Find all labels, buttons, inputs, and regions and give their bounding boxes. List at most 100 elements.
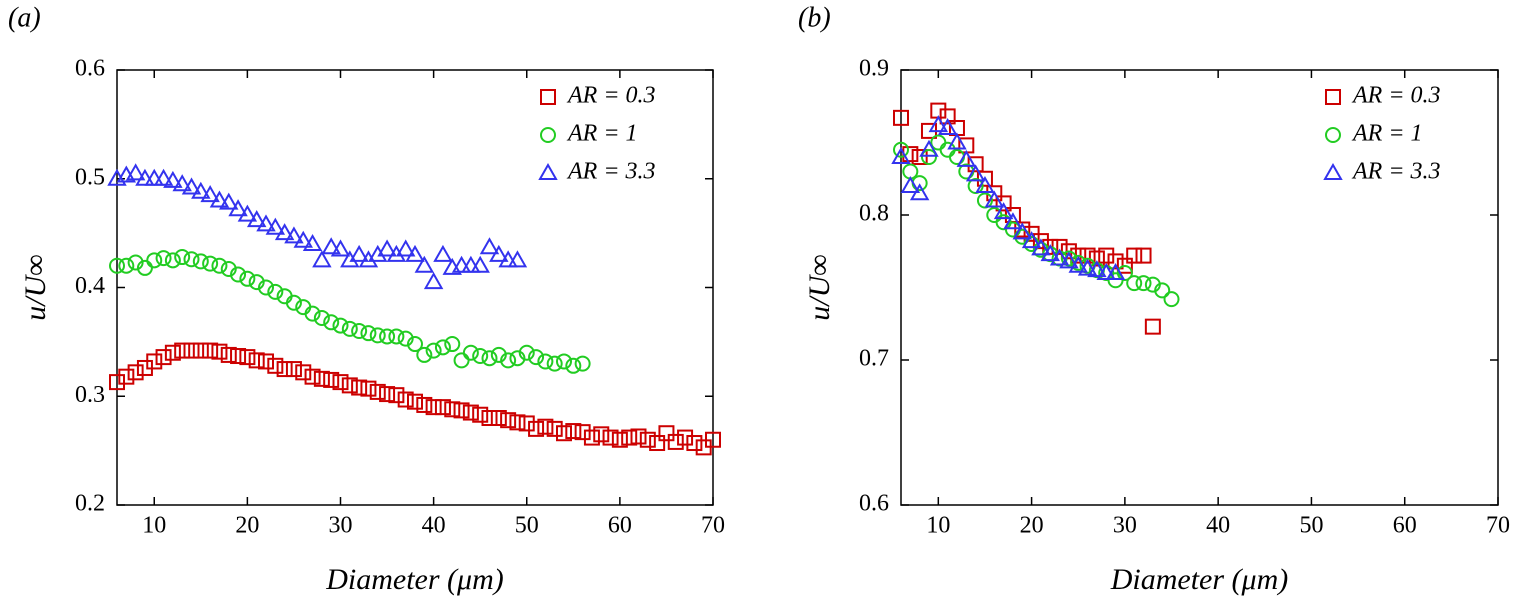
y-tick-label: 0.6 [859,491,889,517]
marker-square [192,342,209,359]
y-axis-label: u/U∞ [803,254,836,320]
marker-square [118,368,135,385]
marker-triangle [891,146,911,164]
marker-square [481,410,498,426]
marker-circle [930,134,947,151]
legend-label: AR = 0.3 [566,83,656,109]
panel-label: (a) [8,2,41,33]
marker-square [220,346,237,363]
marker-square [434,399,451,416]
marker-square [369,383,386,400]
marker-square [127,364,144,381]
x-tick-label: 20 [235,513,259,539]
x-tick-label: 50 [515,513,539,539]
x-tick-label: 70 [1486,513,1510,539]
marker-square [528,420,545,437]
marker-triangle [144,168,164,186]
marker-square [1325,89,1341,105]
marker-triangle [461,255,481,273]
marker-circle [146,252,163,269]
marker-triangle [386,244,407,262]
marker-square [285,361,302,378]
marker-square [109,374,125,391]
marker-triangle [975,175,995,193]
marker-circle [267,283,284,300]
marker-circle [1126,275,1143,292]
marker-square [639,431,656,448]
marker-circle [565,357,582,374]
marker-square [574,424,591,441]
marker-square [686,435,703,452]
marker-square [174,342,191,359]
marker-triangle [358,250,379,268]
marker-circle [397,330,414,347]
y-tick-label: 0.3 [75,382,105,408]
x-axis-label: Diameter (μm) [1110,563,1289,596]
marker-circle [183,251,200,268]
marker-square [239,349,256,366]
marker-triangle [489,244,509,262]
marker-circle [481,350,498,367]
marker-circle [407,336,423,353]
marker-circle [462,344,479,361]
marker-circle [490,346,507,363]
marker-square [1116,257,1133,274]
y-tick-label: 0.9 [859,56,889,82]
marker-triangle [479,237,500,255]
marker-circle [230,266,247,283]
marker-square [211,343,228,360]
marker-triangle [181,177,202,195]
x-tick-label: 10 [142,513,166,539]
marker-triangle [274,223,295,241]
marker-triangle [200,185,220,203]
marker-square [341,377,358,394]
marker-circle [369,327,386,344]
marker-circle [192,253,209,270]
marker-square [1107,253,1124,270]
marker-triangle [405,244,425,262]
marker-square [425,399,442,416]
x-tick-label: 40 [1206,513,1230,539]
marker-square [490,410,507,426]
marker-circle [948,149,965,165]
marker-triangle [1105,262,1126,280]
marker-triangle [414,255,435,273]
marker-triangle [1031,238,1051,256]
marker-square [611,431,628,448]
marker-circle [202,255,219,272]
marker-square [583,429,600,446]
marker-square [705,431,721,448]
marker-square [267,357,284,374]
marker-triangle [993,202,1014,220]
marker-square [360,380,377,397]
marker-circle [1135,275,1152,292]
x-tick-label: 40 [422,513,446,539]
plot-frame [900,69,1499,506]
y-tick-label: 0.6 [75,56,105,82]
marker-circle [388,328,405,345]
marker-circle [472,348,489,365]
marker-circle [1154,282,1171,299]
marker-square [630,428,647,445]
marker-triangle [312,250,332,268]
marker-circle [341,320,358,337]
marker-triangle [125,163,146,181]
marker-circle [425,342,442,359]
marker-triangle [163,170,183,188]
marker-circle [528,349,545,366]
marker-triangle [928,115,949,133]
marker-triangle [433,244,453,262]
marker-triangle [265,217,286,235]
marker-square [453,402,470,419]
marker-triangle [1021,231,1042,249]
marker-triangle [395,239,416,257]
marker-triangle [246,210,267,228]
marker-triangle [191,181,211,199]
marker-square [565,423,582,440]
marker-square [621,429,638,446]
marker-triangle [507,250,528,268]
marker-square [155,349,172,366]
marker-triangle [228,199,248,217]
x-axis-label: Diameter (μm) [325,563,504,596]
x-tick-label: 10 [926,513,950,539]
